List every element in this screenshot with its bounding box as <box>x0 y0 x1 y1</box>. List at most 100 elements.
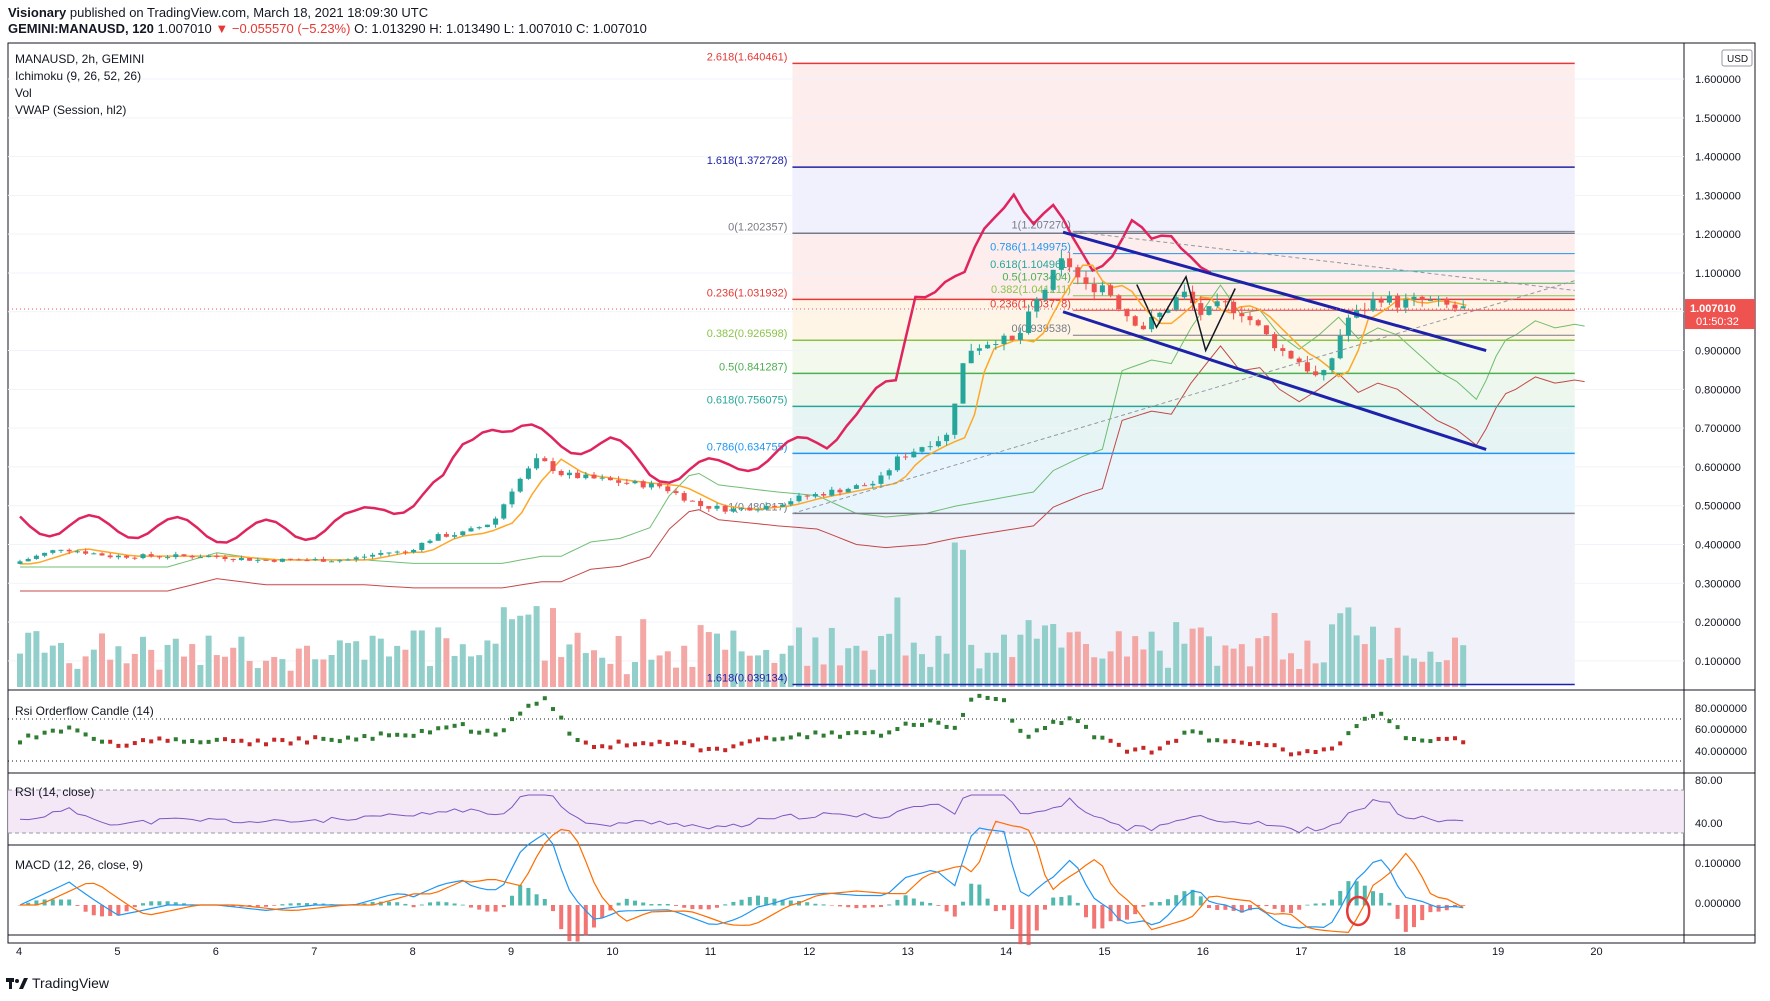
macd-histogram-bar <box>370 901 375 906</box>
ohlc-values: O: 1.013290 H: 1.013490 L: 1.007010 C: 1… <box>354 21 647 36</box>
orderflow-candle <box>493 732 498 737</box>
macd-histogram-bar <box>682 905 687 908</box>
volume-bar <box>1189 628 1196 687</box>
volume-bar <box>951 542 958 687</box>
price-tick-label: 1.100000 <box>1695 268 1741 280</box>
orderflow-candle <box>1125 749 1129 754</box>
macd-histogram-bar <box>1412 905 1416 928</box>
volume-bar <box>435 627 442 687</box>
price-candle <box>1181 291 1187 298</box>
time-tick-label: 7 <box>311 946 317 958</box>
orderflow-candle <box>239 738 244 743</box>
legend-vwap[interactable]: VWAP (Session, hl2) <box>15 103 127 117</box>
price-candle <box>476 527 482 529</box>
orderflow-candle <box>305 740 309 745</box>
orderflow-candle <box>337 739 342 744</box>
legend-rsi[interactable]: RSI (14, close) <box>15 785 95 799</box>
volume-bar <box>894 597 901 687</box>
price-candle <box>66 549 72 552</box>
macd-histogram-bar <box>592 905 596 928</box>
macd-histogram-bar <box>657 904 662 906</box>
macd-tick-label: 0.100000 <box>1695 858 1741 870</box>
orderflow-candle <box>1026 734 1031 739</box>
price-candle <box>230 559 236 561</box>
fib-zone <box>792 373 1575 407</box>
macd-histogram-bar <box>1190 889 1195 906</box>
macd-histogram-bar <box>1248 905 1252 911</box>
orderflow-candle <box>26 733 31 738</box>
price-candle <box>821 493 827 496</box>
orderflow-candle <box>559 715 564 720</box>
tradingview-logo-icon <box>6 978 28 989</box>
volume-bar <box>492 643 499 687</box>
orderflow-candle <box>124 743 129 748</box>
volume-bar <box>99 633 105 687</box>
orderflow-candle <box>1354 724 1359 729</box>
volume-bar <box>451 655 458 687</box>
macd-histogram-bar <box>272 905 277 906</box>
volume-bar <box>1312 663 1319 687</box>
volume-bar <box>886 633 893 687</box>
orderflow-candle <box>780 736 785 741</box>
orderflow-candle <box>961 712 965 717</box>
macd-histogram-bar <box>280 904 285 906</box>
price-candle <box>730 508 736 512</box>
orderflow-candle <box>518 711 523 716</box>
price-candle <box>673 491 679 494</box>
volume-bar <box>705 632 712 687</box>
fib-zone <box>792 340 1575 374</box>
macd-histogram-bar <box>616 902 621 906</box>
orderflow-candle <box>288 741 293 746</box>
macd-histogram-bar <box>559 905 564 930</box>
price-candle <box>648 483 654 488</box>
macd-histogram-bar <box>985 898 990 906</box>
legend-rsi-orderflow[interactable]: Rsi Orderflow Candle (14) <box>15 704 154 718</box>
orderflow-candle <box>944 724 949 729</box>
price-candle <box>312 559 318 561</box>
price-candle <box>370 554 376 557</box>
macd-histogram-bar <box>1092 905 1097 929</box>
author-name[interactable]: Visionary <box>8 5 67 20</box>
price-candle <box>1017 333 1023 340</box>
orderflow-candle <box>1108 738 1113 743</box>
price-tick-label: 0.900000 <box>1695 346 1741 358</box>
volume-bar <box>402 649 409 687</box>
price-candle <box>968 350 974 364</box>
fib-level-label: 0.786(0.634755) <box>707 441 788 453</box>
price-candle <box>140 554 146 559</box>
macd-histogram-bar <box>600 905 605 918</box>
volume-bar <box>746 655 753 687</box>
orderflow-candle <box>788 735 793 740</box>
macd-histogram-bar <box>477 905 482 910</box>
macd-histogram-bar <box>1207 905 1211 909</box>
orderflow-candle <box>764 735 769 740</box>
orderflow-candle <box>952 725 957 730</box>
volume-bar <box>1001 634 1007 687</box>
macd-histogram-bar <box>1354 881 1359 906</box>
time-tick-label: 14 <box>1000 946 1012 958</box>
price-candle <box>952 403 958 435</box>
price-candle <box>33 555 39 559</box>
volume-bar <box>787 645 794 687</box>
volume-bar <box>1099 658 1106 687</box>
macd-histogram-bar <box>1067 895 1072 906</box>
orderflow-candle <box>173 737 178 742</box>
price-candle <box>591 474 597 479</box>
legend-vol[interactable]: Vol <box>15 86 32 100</box>
price-candle <box>74 551 80 553</box>
volume-bar <box>1197 627 1204 687</box>
legend-ichimoku[interactable]: Ichimoku (9, 26, 52, 26) <box>15 69 142 83</box>
orderflow-candle <box>1198 730 1203 735</box>
macd-histogram-bar <box>1420 905 1425 921</box>
price-candle <box>1370 299 1376 311</box>
price-candle <box>320 559 326 562</box>
macd-histogram-bar <box>870 905 875 908</box>
volume-bar <box>1148 631 1155 687</box>
volume-bar <box>353 641 360 687</box>
volume-bar <box>1345 607 1352 687</box>
legend-macd[interactable]: MACD (12, 26, close, 9) <box>15 858 144 872</box>
volume-bar <box>164 644 171 687</box>
volume-bar <box>1050 623 1057 687</box>
orderflow-candle <box>116 743 121 748</box>
